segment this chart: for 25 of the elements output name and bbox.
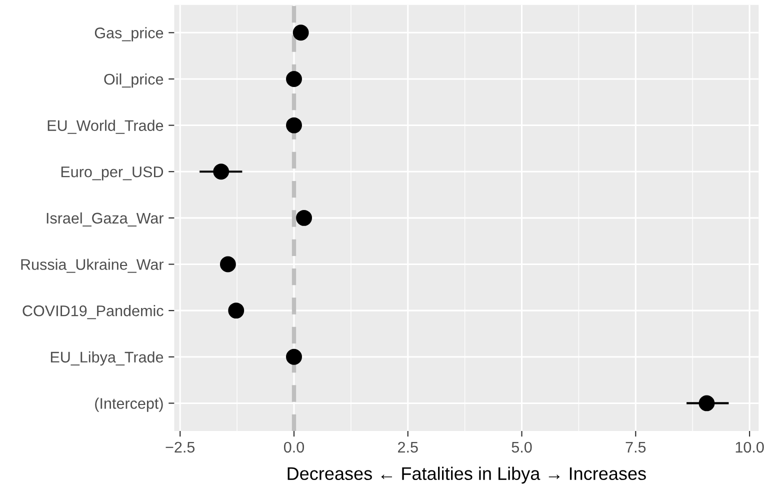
x-tick-label: 2.5: [398, 442, 418, 453]
point: [286, 117, 302, 134]
point: [213, 164, 230, 180]
y-tick-label: Gas_price: [94, 27, 164, 42]
x-tick-label: −2.5: [166, 442, 195, 453]
point: [292, 24, 309, 41]
point: [286, 348, 302, 365]
y-tick-label: Russia_Ukraine_War: [21, 258, 164, 273]
x-tick-label: 0.0: [284, 442, 304, 453]
x-tick-label: 7.5: [626, 442, 646, 453]
y-tick-label: EU_Libya_Trade: [50, 351, 164, 366]
x-tick-label: 10.0: [736, 442, 764, 453]
point: [220, 256, 236, 272]
point: [286, 71, 302, 87]
point: [296, 210, 312, 226]
y-tick-label: Oil_price: [104, 73, 164, 88]
point: [698, 395, 715, 412]
x-axis-title: Decreases ← Fatalities in Libya → Increases: [288, 466, 646, 484]
y-tick-label: (Intercept): [95, 398, 163, 412]
point: [228, 302, 244, 319]
x-tick-label: 5.0: [512, 442, 532, 453]
y-tick-label: Euro_per_USD: [61, 166, 164, 180]
y-tick-label: Israel_Gaza_War: [46, 212, 164, 227]
y-tick-label: EU_World_Trade: [48, 120, 164, 134]
y-tick-label: COVID19_Pandemic: [22, 305, 164, 320]
